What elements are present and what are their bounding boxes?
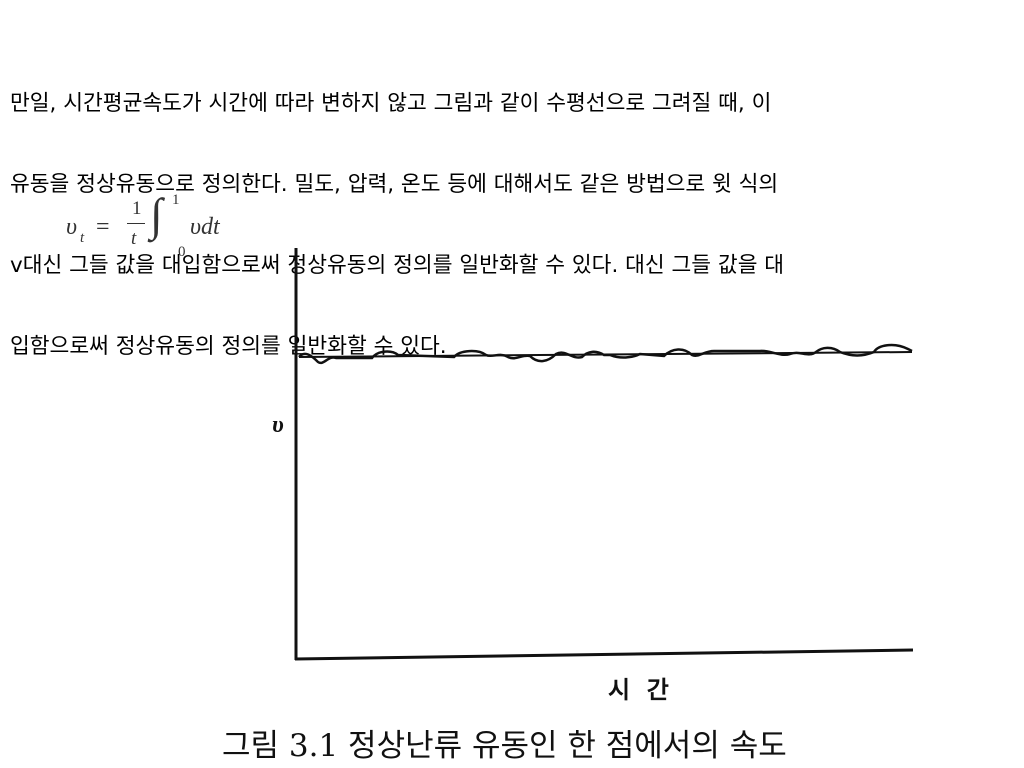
paragraph-line: 만일, 시간평균속도가 시간에 따라 변하지 않고 그림과 같이 수평선으로 그… (10, 91, 772, 116)
paragraph-line: 유동을 정상유동으로 정의한다. 밀도, 압력, 온도 등에 대해서도 같은 방… (10, 172, 779, 197)
fraction-bar (127, 223, 145, 224)
x-axis (294, 648, 914, 661)
formula-sub: t (80, 230, 85, 246)
formula-integrand: υdt (190, 214, 220, 240)
formula-numerator: 1 (132, 198, 142, 219)
formula-upper: 1 (172, 192, 180, 208)
y-axis-label: υ (272, 412, 284, 438)
velocity-trace (298, 343, 913, 365)
formula-lhs: υ (66, 214, 78, 240)
figure-caption: 그림 3.1 정상난류 유동인 한 점에서의 속도 (222, 728, 787, 764)
x-axis-label: 시 간 (608, 676, 669, 704)
paragraph-line: v대신 그들 값을 대입함으로써 정상유동의 정의를 일반화할 수 있다. 대신… (10, 253, 785, 278)
formula-integral: ∫ (150, 189, 163, 240)
formula-lower: 0 (178, 244, 186, 260)
formula-equals: = (96, 214, 110, 240)
formula-denominator: t (131, 228, 137, 249)
